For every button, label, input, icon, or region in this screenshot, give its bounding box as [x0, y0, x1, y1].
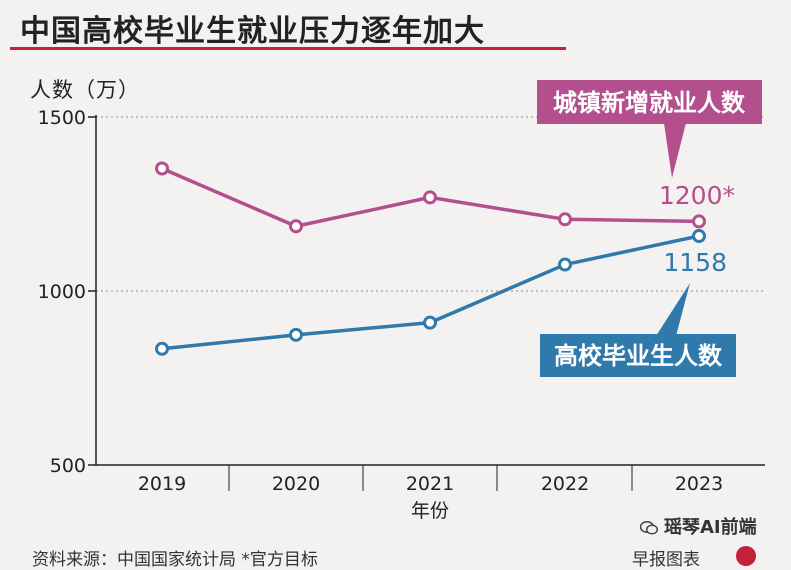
axis-layer: 500 1000 1500 2019 2020 2021 2022 2023 年份 — [38, 107, 765, 522]
source-note: 资料来源：中国国家统计局 *官方目标 — [32, 550, 318, 570]
y-tick-label-1000: 1000 — [38, 281, 86, 303]
series-0-end-value: 1200* — [659, 181, 735, 210]
series-0-callout-label: 城镇新增就业人数 — [553, 89, 746, 117]
title-bar: 中国高校毕业生就业压力逐年加大 — [10, 6, 566, 50]
y-tick-label-1500: 1500 — [38, 107, 86, 129]
y-axis-label: 人数（万） — [30, 78, 140, 102]
wechat-icon — [640, 521, 658, 535]
data-point-0-2020 — [289, 219, 303, 234]
data-point-1-2022 — [558, 257, 572, 272]
x-tick-label-2021: 2021 — [406, 473, 454, 495]
series-layer — [155, 161, 706, 356]
data-point-1-2019 — [155, 341, 169, 356]
brand-logo-icon — [736, 546, 756, 566]
series-1-callout-pointer — [656, 283, 690, 336]
x-tick-label-2020: 2020 — [272, 473, 320, 495]
series-1-callout-label: 高校毕业生人数 — [554, 342, 723, 370]
series-line-1 — [161, 234, 700, 351]
data-point-0-2022 — [558, 212, 572, 227]
x-axis-label: 年份 — [411, 500, 449, 522]
watermark: 瑶琴AI前端 — [640, 513, 757, 539]
data-point-0-2019 — [155, 161, 169, 176]
callout-layer: 城镇新增就业人数 1200* 1158 高校毕业生人数 — [537, 80, 762, 377]
x-tick-label-2023: 2023 — [675, 473, 723, 495]
x-tick-label-2022: 2022 — [541, 473, 589, 495]
chart-title: 中国高校毕业生就业压力逐年加大 — [20, 14, 485, 49]
series-1-callout-box — [540, 334, 736, 377]
title-underline — [10, 47, 566, 50]
data-point-1-2021 — [423, 315, 437, 330]
series-1-end-value: 1158 — [663, 248, 727, 277]
series-0-callout-pointer — [664, 123, 686, 178]
data-point-1-2023 — [692, 229, 706, 244]
data-point-0-2021 — [423, 190, 437, 205]
watermark-text: 瑶琴AI前端 — [664, 517, 757, 538]
data-point-1-2020 — [289, 327, 303, 342]
brand-label: 早报图表 — [632, 550, 700, 570]
x-tick-label-2019: 2019 — [138, 473, 186, 495]
y-tick-label-500: 500 — [50, 455, 86, 477]
series-0-callout-box — [537, 80, 762, 124]
grid-layer — [96, 116, 765, 292]
data-point-0-2023 — [692, 214, 706, 229]
